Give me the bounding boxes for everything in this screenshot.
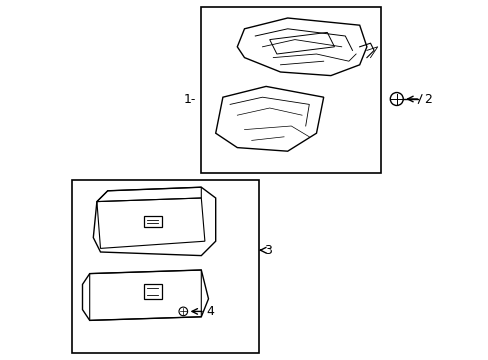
Text: 1-: 1- [183, 93, 196, 105]
Text: 4: 4 [206, 305, 214, 318]
Text: 3: 3 [264, 244, 272, 257]
Text: 2: 2 [423, 93, 431, 105]
